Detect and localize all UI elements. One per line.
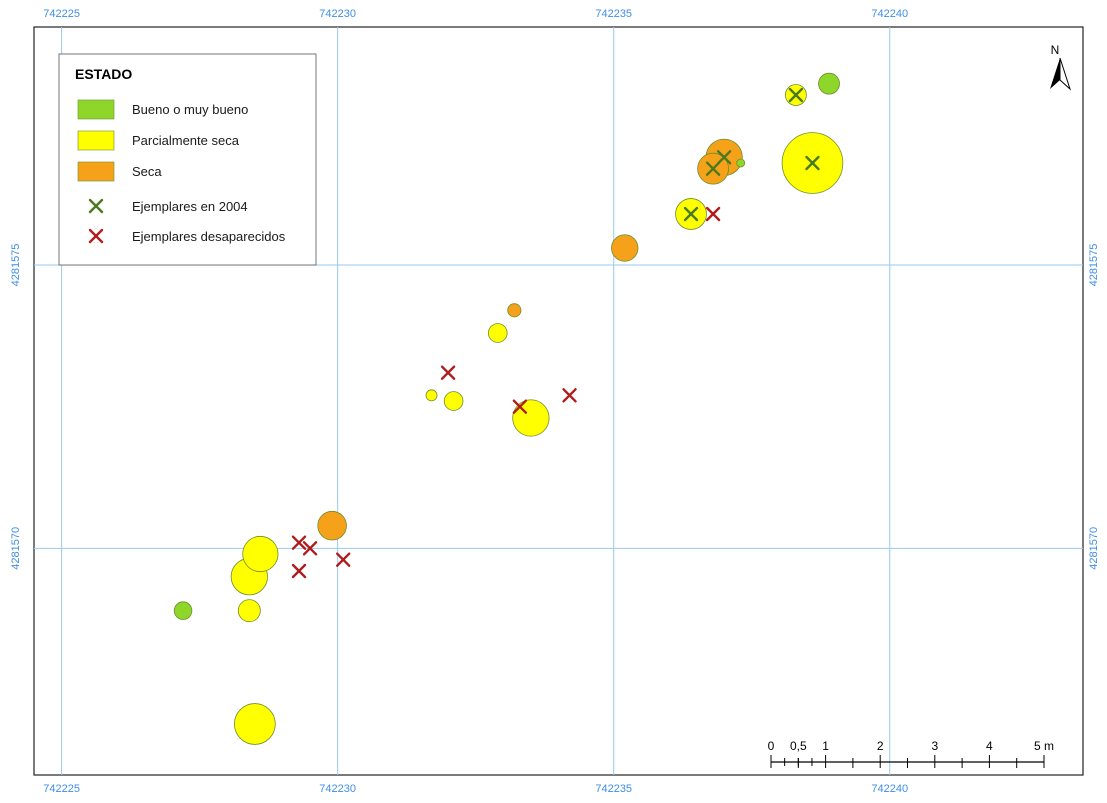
marker-missing-icon [335, 552, 351, 567]
legend-label-bueno: Bueno o muy bueno [132, 102, 248, 117]
marker-missing-icon [562, 388, 577, 403]
legend-patch-bueno [77, 99, 115, 120]
markers-2004 [683, 87, 820, 222]
y-coord-label-left: 4281570 [10, 527, 22, 570]
legend-label-2004: Ejemplares en 2004 [132, 199, 248, 214]
x-coord-label-top: 742230 [319, 8, 356, 20]
scale-label: 3 [931, 739, 938, 753]
legend-label-seca: Seca [132, 164, 162, 179]
scale-label: 5 m [1034, 739, 1054, 753]
legend: ESTADO Bueno o muy bueno Parcialmente se… [58, 53, 317, 266]
x-coord-label-top: 742225 [43, 8, 80, 20]
scale-label: 0 [768, 739, 775, 753]
legend-x-2004 [88, 198, 104, 214]
x-coord-label-bottom: 742225 [43, 783, 80, 795]
tree-seca [507, 303, 522, 318]
north-arrow-left-icon [1050, 58, 1060, 89]
x-coord-label-top: 742235 [595, 8, 632, 20]
scale-label: 0,5 [790, 739, 807, 753]
coordinate-labels: 742225 742225 742230 742230 742235 742235 7422… [10, 8, 1100, 795]
scale-label: 1 [822, 739, 829, 753]
marker-2004-icon [716, 150, 732, 165]
marker-missing-icon [705, 206, 721, 222]
tree-parcial [242, 535, 279, 573]
y-coord-label-right: 4281570 [1088, 527, 1100, 570]
tree-parcial [443, 391, 464, 411]
north-arrow-right-icon [1059, 57, 1072, 91]
markers-missing [291, 206, 721, 579]
tree-seca [317, 510, 347, 541]
tree-parcial [234, 703, 276, 745]
legend-patch-seca [77, 161, 115, 182]
legend-label-parcial: Parcialmente seca [132, 133, 240, 148]
scale-label: 2 [877, 739, 884, 753]
legend-x-missing [88, 228, 104, 244]
tree-parcial [425, 389, 438, 402]
x-coord-label-bottom: 742230 [319, 783, 356, 795]
marker-2004-icon [805, 155, 820, 171]
north-label: N [1051, 43, 1060, 57]
scale-ticks [770, 755, 1045, 768]
tree-bueno [173, 601, 193, 620]
marker-2004-icon [788, 87, 804, 103]
tree-seca [611, 234, 639, 262]
tree-parcial [237, 599, 261, 623]
legend-x-2004-icon [88, 198, 104, 214]
y-coord-label-right: 4281575 [1088, 244, 1100, 287]
y-coord-label-left: 4281575 [10, 244, 22, 287]
legend-x-missing-icon [88, 228, 104, 244]
tree-bueno [736, 158, 746, 168]
tree-bueno [818, 72, 840, 95]
tree-parcial [487, 323, 508, 343]
x-coord-label-bottom: 742240 [871, 783, 908, 795]
marker-missing-icon [302, 541, 318, 556]
marker-missing-icon [512, 399, 528, 414]
legend-label-missing: Ejemplares desaparecidos [132, 229, 286, 244]
marker-missing-icon [291, 563, 307, 579]
marker-2004-icon [683, 206, 699, 222]
marker-2004-icon [705, 161, 721, 176]
x-coord-label-bottom: 742235 [595, 783, 632, 795]
marker-missing-icon [440, 365, 456, 380]
legend-title: ESTADO [75, 66, 132, 82]
scale-label: 4 [986, 739, 993, 753]
marker-missing-icon [291, 535, 307, 550]
scale-bar: 0 0,5 1 2 3 4 5 m [768, 739, 1054, 768]
legend-patch-parcial [77, 130, 115, 151]
x-coord-label-top: 742240 [871, 8, 908, 20]
north-arrow: N [1050, 43, 1072, 91]
scale-labels: 0 0,5 1 2 3 4 5 m [768, 739, 1054, 753]
